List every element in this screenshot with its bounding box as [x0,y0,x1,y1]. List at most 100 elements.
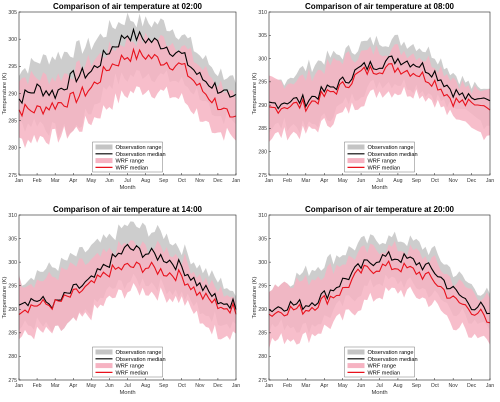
legend-label: WRF range [368,364,397,370]
x-tick-label: Sep [159,178,168,184]
wrf-range-band [269,44,490,142]
y-tick-label: 305 [258,236,267,242]
y-tick-label: 275 [8,173,17,179]
y-tick-label: 310 [8,213,17,219]
x-tick-label: Jul [124,178,131,184]
x-tick-label: Nov [449,178,459,184]
x-tick-label: Jul [124,383,131,389]
legend-swatch-band [95,144,113,150]
x-tick-label: Feb [33,178,42,184]
x-axis-label: Month [119,390,135,396]
chart-title: Comparison of air temperature at 02:00 [53,2,202,11]
x-tick-label: Jun [357,383,365,389]
wrf-median-line [268,63,491,115]
y-tick-label: 295 [8,64,17,70]
x-tick-label: Apr [69,383,77,389]
x-tick-label: Jun [105,178,113,184]
y-tick-label: 305 [8,10,17,16]
legend-label: WRF median [368,165,401,171]
chart-panel-2: Jan Feb Mar Apr May Jun Jul Aug Sep Oct Nov Dec Jan2… [252,2,494,191]
x-tick-label: May [338,383,348,389]
y-tick-label: 310 [258,213,267,219]
y-tick-label: 285 [8,118,17,124]
x-tick-label: Apr [320,178,328,184]
observation-median-line [268,55,491,110]
x-tick-label: Jan [15,383,23,389]
y-tick-label: 280 [8,146,17,152]
legend-swatch-band [95,158,113,164]
y-tick-label: 280 [258,354,267,360]
legend-swatch-band [95,349,113,355]
legend-swatch-band [347,144,365,150]
x-tick-label: Jan [265,178,273,184]
x-tick-label: Oct [431,178,440,184]
legend-label: WRF range [116,364,145,370]
x-tick-label: Aug [393,383,402,389]
legend-label: WRF median [116,370,149,376]
legend-label: Observation median [116,357,166,363]
x-tick-label: Feb [33,383,42,389]
legend-label: Observation range [368,145,414,151]
y-tick-label: 300 [258,260,267,266]
x-tick-label: Jul [376,383,383,389]
chart-panel-1: Jan Feb Mar Apr May Jun Jul Aug Sep Oct Nov Dec Jan2… [2,2,240,191]
y-tick-label: 305 [258,33,267,39]
x-tick-label: Nov [195,178,205,184]
y-tick-label: 290 [8,91,17,97]
x-tick-label: Jan [265,383,273,389]
x-tick-label: Dec [213,178,223,184]
legend-label: Observation range [116,145,162,151]
legend-label: WRF range [116,159,145,165]
y-tick-label: 285 [8,331,17,337]
x-tick-label: Sep [412,383,421,389]
wrf-median-line [268,260,491,324]
y-tick-label: 290 [8,307,17,313]
x-axis-label: Month [119,185,135,191]
chart-panel-4: Jan Feb Mar Apr May Jun Jul Aug Sep Oct Nov Dec Jan2… [252,205,494,396]
y-tick-label: 290 [258,307,267,313]
chart-panel-3: Jan Feb Mar Apr May Jun Jul Aug Sep Oct Nov Dec Jan2… [2,205,240,396]
observation-median-line [18,27,237,105]
x-tick-label: Aug [393,178,402,184]
x-tick-label: Oct [178,178,187,184]
x-tick-label: Jun [105,383,113,389]
x-axis-label: Month [371,185,387,191]
x-tick-label: Oct [431,383,440,389]
legend-label: WRF median [368,370,401,376]
y-tick-label: 280 [8,354,17,360]
y-tick-label: 305 [8,236,17,242]
x-tick-label: Mar [51,383,60,389]
x-tick-label: May [86,178,96,184]
y-axis-label: Temperature (K) [2,72,8,114]
y-tick-label: 300 [8,260,17,266]
wrf-range-band [19,240,236,340]
x-tick-label: Aug [141,178,150,184]
x-tick-label: May [86,383,96,389]
y-tick-label: 275 [258,173,267,179]
legend-swatch-band [347,349,365,355]
y-axis-label: Temperature (K) [252,276,258,318]
x-tick-label: Jun [357,178,365,184]
legend-label: Observation median [368,152,418,158]
legend-label: Observation median [116,152,166,158]
legend-swatch-band [347,363,365,369]
legend-label: Observation range [368,350,414,356]
y-tick-label: 310 [258,10,267,16]
chart-title: Comparison of air temperature at 20:00 [305,205,454,214]
x-tick-label: Aug [141,383,150,389]
x-tick-label: Mar [51,178,60,184]
y-tick-label: 275 [258,378,267,384]
y-tick-label: 295 [258,80,267,86]
wrf-median-line [18,261,237,316]
y-tick-label: 295 [8,284,17,290]
x-tick-label: Mar [301,383,310,389]
y-tick-label: 285 [258,331,267,337]
x-tick-label: Feb [283,383,292,389]
y-axis-label: Temperature (K) [252,72,258,114]
y-tick-label: 295 [258,284,267,290]
x-tick-label: Apr [320,383,328,389]
